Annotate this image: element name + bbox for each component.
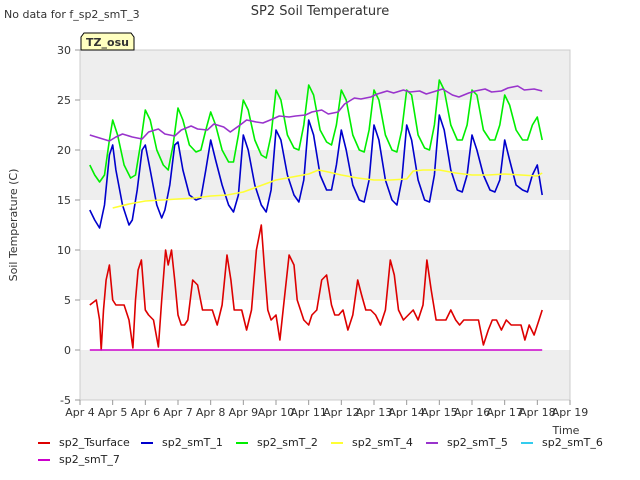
y-axis-label: Soil Temperature (C) [7,169,20,282]
legend-label-sp2-smt-2: sp2_smT_2 [257,436,318,449]
chart-title: SP2 Soil Temperature [251,4,389,19]
x-tick-label-3: Apr 7 [163,406,193,419]
legend: sp2_Tsurface sp2_smT_1 sp2_smT_2 sp2_smT… [38,436,628,470]
y-tick-label-2: 5 [64,294,71,307]
series-line-sp2-smt-1 [89,114,543,229]
legend-swatch-sp2-smt-7 [38,458,50,461]
legend-label-sp2-smt-5: sp2_smT_5 [447,436,508,449]
x-tick-label-7: Apr 11 [290,406,327,419]
series-line-sp2-smt-2 [89,79,543,183]
legend-item-sp2-smt-1: sp2_smT_1 [141,436,223,449]
y-tick-label-4: 15 [57,194,71,207]
x-tick-label-8: Apr 12 [323,406,360,419]
legend-row-2: sp2_smT_7 [38,453,628,470]
x-tick-label-11: Apr 15 [421,406,458,419]
x-tick-label-1: Apr 5 [98,406,128,419]
legend-item-sp2-smt-4: sp2_smT_4 [331,436,413,449]
legend-item-sp2-smt-2: sp2_smT_2 [236,436,318,449]
legend-label-sp2-smt-6: sp2_smT_6 [542,436,603,449]
y-tick-label-5: 20 [57,144,71,157]
legend-item-sp2-smt-6: sp2_smT_6 [521,436,603,449]
x-tick-label-9: Apr 13 [356,406,393,419]
timezone-badge: TZ_osu [80,32,135,51]
legend-label-sp2-smt-4: sp2_smT_4 [352,436,413,449]
legend-label-sp2-smt-1: sp2_smT_1 [162,436,223,449]
x-tick-label-12: Apr 16 [454,406,491,419]
legend-swatch-sp2-smt-4 [331,441,343,444]
x-axis-ticks: Apr 4 Apr 5 Apr 6 Apr 7 Apr 8 Apr 9 Apr 10Apr … [65,400,588,419]
badge-label: TZ_osu [86,36,129,49]
x-tick-label-5: Apr 9 [229,406,259,419]
legend-swatch-sp2-smt-1 [141,441,153,444]
legend-swatch-sp2-smt-6 [521,441,533,444]
y-axis-ticks: -5 0 5 10 15 20 25 30 [57,44,80,407]
series-line-sp2-smt-4 [112,169,543,209]
x-tick-label-13: Apr 17 [486,406,523,419]
plot-area [79,49,571,401]
series-line-sp2-tsurface [89,224,543,351]
legend-item-sp2-smt-7: sp2_smT_7 [38,453,120,466]
legend-item-sp2-tsurface: sp2_Tsurface [38,436,130,449]
x-tick-label-0: Apr 4 [65,406,95,419]
x-axis-label: Time [552,424,580,437]
band-2 [80,250,570,300]
no-data-note: No data for f_sp2_smT_3 [4,8,140,21]
x-tick-label-2: Apr 6 [131,406,161,419]
legend-label-sp2-smt-7: sp2_smT_7 [59,453,120,466]
y-tick-label-0: -5 [60,394,71,407]
legend-swatch-sp2-smt-2 [236,441,248,444]
band-6 [80,50,570,100]
legend-item-sp2-smt-5: sp2_smT_5 [426,436,508,449]
x-tick-label-14: Apr 18 [519,406,556,419]
y-tick-label-3: 10 [57,244,71,257]
x-tick-label-15: Apr 19 [552,406,589,419]
legend-swatch-sp2-tsurface [38,441,50,444]
badge-background [80,32,135,51]
y-tick-label-1: 0 [64,344,71,357]
legend-swatch-sp2-smt-5 [426,441,438,444]
y-tick-label-6: 25 [57,94,71,107]
x-tick-label-4: Apr 8 [196,406,226,419]
legend-label-sp2-tsurface: sp2_Tsurface [59,436,130,449]
series-lines [89,79,543,351]
x-tick-label-10: Apr 14 [388,406,425,419]
x-tick-label-6: Apr 10 [258,406,295,419]
y-tick-label-7: 30 [57,44,71,57]
series-line-sp2-smt-5 [89,85,543,142]
background-bands [80,50,570,400]
legend-row-1: sp2_Tsurface sp2_smT_1 sp2_smT_2 sp2_smT… [38,436,628,453]
band-0 [80,350,570,400]
